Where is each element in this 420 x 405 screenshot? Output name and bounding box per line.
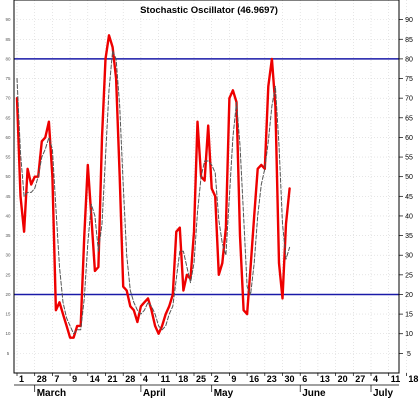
y-tick-label-left: 45	[5, 194, 11, 199]
x-tick-label: 2	[214, 374, 219, 384]
x-tick-label: 16	[249, 374, 259, 384]
x-tick-label: 1	[19, 374, 24, 384]
x-tick-label: 18	[178, 374, 188, 384]
month-label: June	[302, 388, 326, 399]
y-tick-label-left: 85	[5, 37, 11, 42]
y-tick-label-left: 25	[5, 272, 11, 277]
x-tick-label: 13	[320, 374, 330, 384]
series-lines	[15, 34, 291, 339]
y-tick-label-right: 40	[405, 213, 413, 220]
y-tick-label-right: 80	[405, 56, 413, 63]
y-tick-label-left: 55	[5, 155, 11, 160]
x-tick-label: 25	[196, 374, 206, 384]
y-tick-label-left: 65	[5, 115, 11, 120]
y-tick-label-left: 70	[5, 96, 11, 101]
month-label: July	[373, 388, 393, 399]
x-axis: 1 28 7 9 14 21 28 4 11 18 25 2 9 16 23 30 6 13 20 27 4 11 18	[16, 373, 418, 384]
x-tick-label: 9	[231, 374, 236, 384]
month-label: April	[143, 388, 166, 399]
x-tick-label: 21	[108, 374, 118, 384]
y-tick-label-right: 45	[405, 194, 413, 201]
x-tick-label: 11	[161, 374, 171, 384]
y-tick-label-right: 70	[405, 96, 413, 103]
y-tick-label-left: 35	[5, 233, 11, 238]
y-tick-label-right: 30	[405, 253, 413, 260]
reference-lines	[14, 58, 399, 296]
stochastic-d-line	[16, 50, 291, 335]
x-tick-label: 30	[285, 374, 295, 384]
y-tick-label-right: 20	[405, 292, 413, 299]
y-tick-label-right: 35	[405, 233, 413, 240]
x-tick-label: 27	[355, 374, 365, 384]
y-tick-label-right: 85	[405, 37, 413, 44]
x-tick-label: 11	[391, 374, 401, 384]
y-tick-label-left: 60	[5, 135, 11, 140]
y-tick-label-right: 60	[405, 135, 413, 142]
y-tick-label-right: 55	[405, 155, 413, 162]
y-tick-label-left: 30	[5, 253, 11, 258]
plot-frame	[13, 0, 400, 374]
month-axis: March April May June July	[34, 385, 393, 399]
y-tick-label-left: 50	[5, 174, 11, 179]
y-axis: 5510101515202025253030353540404545505055…	[5, 17, 413, 358]
x-tick-label: 4	[143, 374, 148, 384]
y-tick-label-left: 20	[5, 292, 11, 297]
x-tick-label: 14	[90, 374, 100, 384]
y-tick-label-left: 10	[5, 331, 11, 336]
x-tick-label: 20	[338, 374, 348, 384]
y-tick-label-left: 5	[7, 351, 10, 356]
stochastic-k-line	[15, 34, 291, 339]
y-tick-label-right: 65	[405, 115, 413, 122]
y-tick-label-right: 10	[405, 331, 413, 338]
x-tick-label: 6	[302, 374, 307, 384]
y-tick-label-right: 75	[405, 76, 413, 83]
y-tick-label-right: 25	[405, 272, 413, 279]
y-tick-label-left: 90	[5, 17, 11, 22]
y-tick-label-left: 40	[5, 213, 11, 218]
y-tick-label-right: 50	[405, 174, 413, 181]
y-tick-label-right: 90	[405, 17, 413, 24]
x-tick-label: 23	[267, 374, 277, 384]
x-tick-label: 18	[408, 374, 418, 384]
x-tick-label: 9	[72, 374, 77, 384]
y-tick-label-left: 15	[5, 312, 11, 317]
x-tick-label: 28	[125, 374, 135, 384]
y-tick-label-left: 80	[5, 56, 11, 61]
x-tick-label: 28	[37, 374, 47, 384]
x-tick-label: 7	[54, 374, 59, 384]
chart-title: Stochastic Oscillator (46.9697)	[140, 5, 278, 16]
y-tick-label-right: 15	[405, 312, 413, 319]
month-label: May	[214, 388, 234, 399]
x-tick-label: 4	[373, 374, 378, 384]
y-tick-label-left: 75	[5, 76, 11, 81]
month-label: March	[37, 388, 66, 399]
y-tick-label-right: 5	[407, 351, 411, 358]
